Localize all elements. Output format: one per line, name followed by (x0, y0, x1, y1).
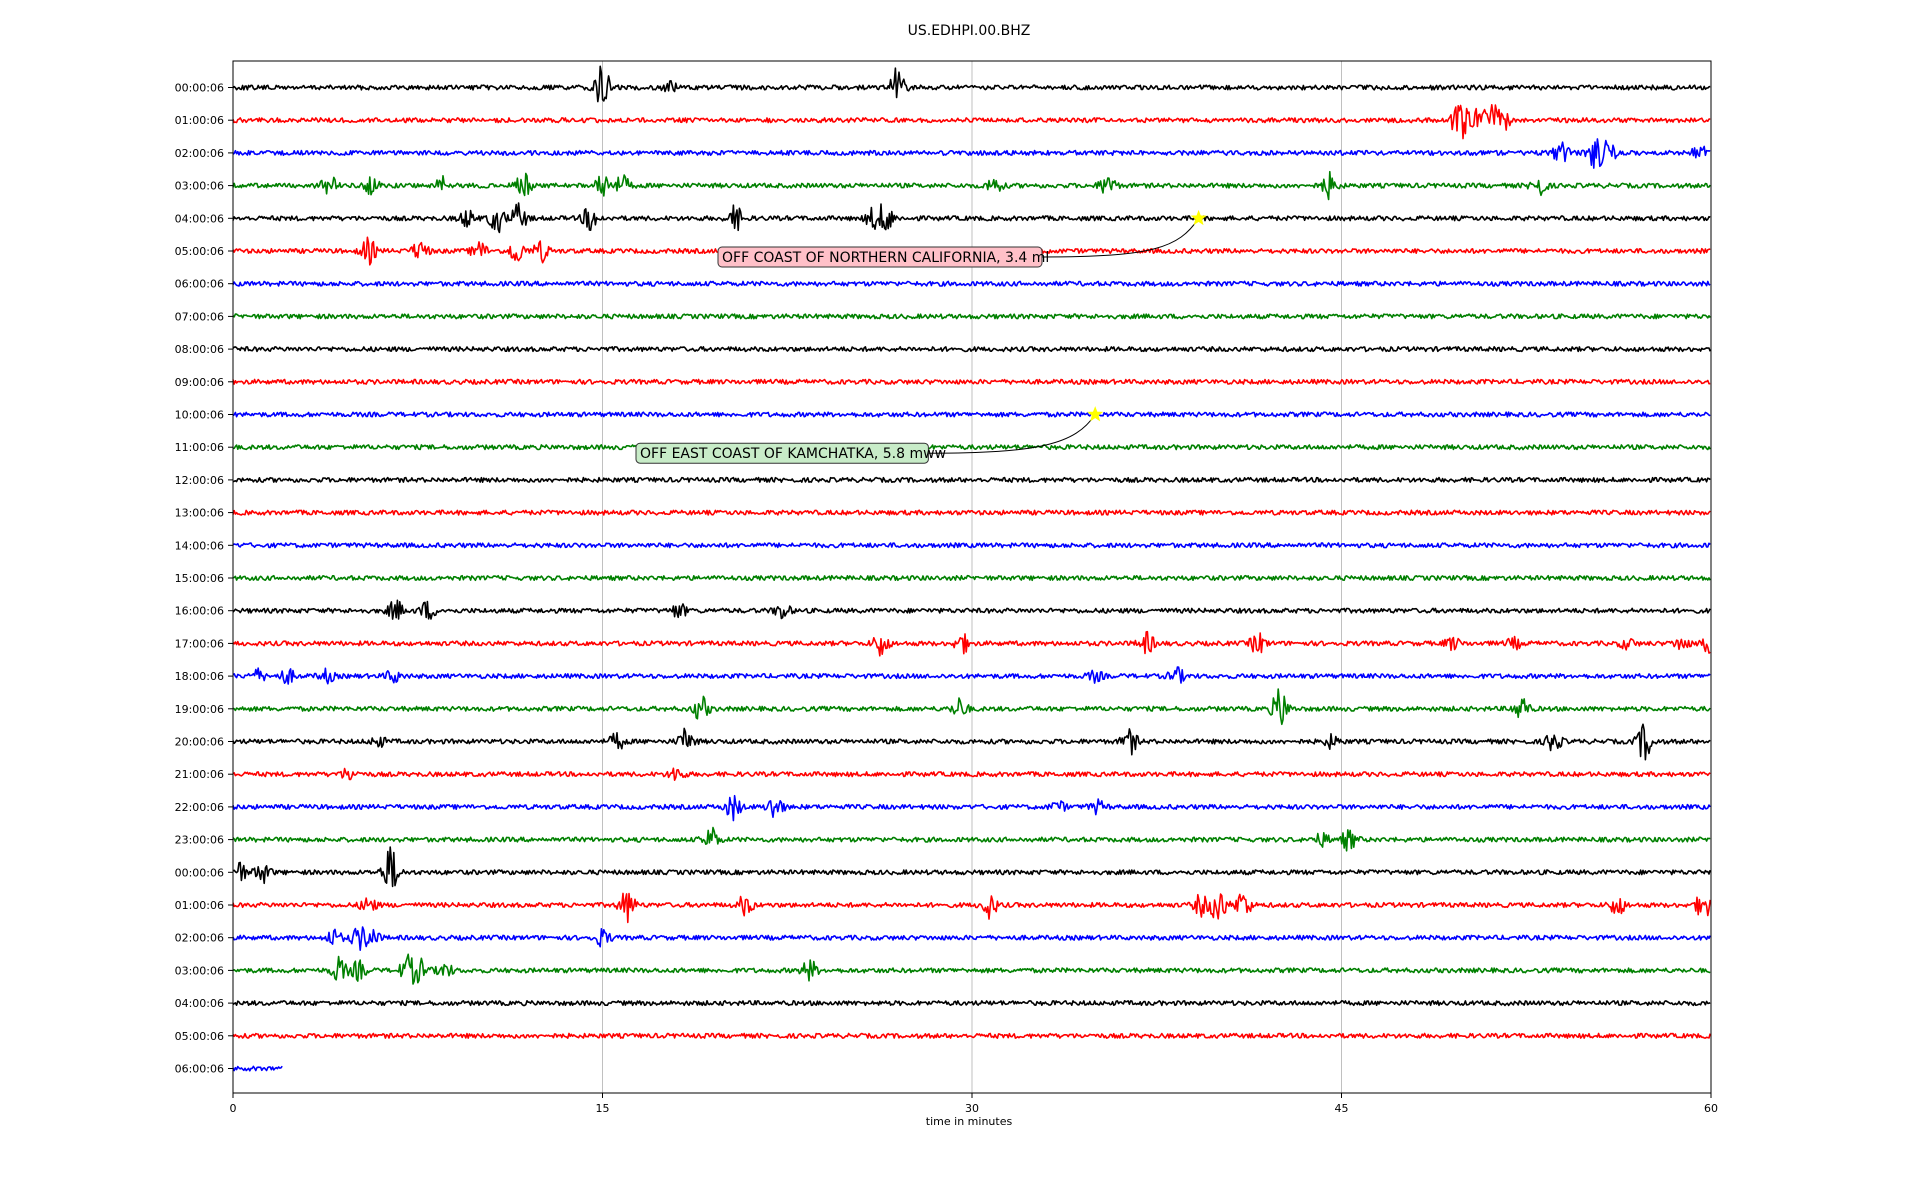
trace-row (232, 509, 1711, 516)
annotation-box (635, 442, 929, 464)
row-time-label: 05:00:06 (175, 1030, 224, 1043)
event-annotation: OFF COAST OF NORTHERN CALIFORNIA, 3.4 ml (717, 209, 1207, 268)
row-time-label: 03:00:06 (175, 964, 224, 977)
x-tick-label: 45 (1335, 1102, 1349, 1115)
seismogram-traces (232, 65, 1711, 1072)
trace-row (232, 138, 1711, 169)
plot-frame (232, 60, 1712, 1094)
trace-row (232, 688, 1711, 726)
trace-row (232, 65, 1711, 103)
chart-title: US.EDHPI.00.BHZ (908, 23, 1031, 39)
trace-row (232, 542, 1711, 549)
x-tick-label: 0 (230, 1102, 237, 1115)
row-time-label: 04:00:06 (175, 997, 224, 1010)
row-time-label: 06:00:06 (175, 1063, 224, 1076)
trace-row (232, 794, 1711, 822)
trace-row (232, 202, 1711, 234)
event-annotations: OFF COAST OF NORTHERN CALIFORNIA, 3.4 ml… (635, 209, 1207, 464)
row-time-label: 00:00:06 (175, 82, 224, 95)
trace-row (232, 846, 1711, 888)
row-time-label: 02:00:06 (175, 932, 224, 945)
event-star-icon (1087, 406, 1104, 422)
row-time-label: 03:00:06 (175, 180, 224, 193)
annotation-box (717, 246, 1043, 268)
row-time-label: 16:00:06 (175, 605, 224, 618)
annotation-label: OFF EAST COAST OF KAMCHATKA, 5.8 mww (640, 446, 946, 462)
trace-row (232, 1032, 1711, 1039)
row-time-label: 13:00:06 (175, 507, 224, 520)
x-tick-label: 30 (965, 1102, 979, 1115)
row-time-label: 11:00:06 (175, 441, 224, 454)
row-time-label: 22:00:06 (175, 801, 224, 814)
row-time-label: 12:00:06 (175, 474, 224, 487)
row-time-label: 04:00:06 (175, 212, 224, 225)
row-time-labels: 00:00:06 01:00:06 02:00:06 03:00:06 04:00:06… (175, 82, 233, 1076)
x-tick-label: 60 (1704, 1102, 1718, 1115)
x-axis-ticks: 0 15 30 45 60 (230, 1093, 1718, 1115)
row-time-label: 23:00:06 (175, 834, 224, 847)
trace-row (232, 826, 1711, 852)
row-time-label: 02:00:06 (175, 147, 224, 160)
row-time-label: 15:00:06 (175, 572, 224, 585)
row-time-label: 09:00:06 (175, 376, 224, 389)
row-time-label: 01:00:06 (175, 899, 224, 912)
trace-row (232, 345, 1711, 353)
trace-row (232, 1065, 283, 1072)
annotation-leader (928, 414, 1096, 454)
trace-row (232, 280, 1711, 287)
row-time-label: 21:00:06 (175, 768, 224, 781)
event-annotation: OFF EAST COAST OF KAMCHATKA, 5.8 mww (635, 406, 1104, 464)
trace-row (232, 953, 1711, 985)
trace-row (232, 723, 1711, 761)
row-time-label: 17:00:06 (175, 637, 224, 650)
x-axis-label: time in minutes (926, 1115, 1013, 1128)
trace-row (232, 170, 1711, 201)
trace-row (232, 378, 1711, 385)
trace-row (232, 574, 1711, 582)
row-time-label: 06:00:06 (175, 278, 224, 291)
row-time-label: 08:00:06 (175, 343, 224, 356)
row-time-label: 05:00:06 (175, 245, 224, 258)
row-time-label: 01:00:06 (175, 114, 224, 127)
row-time-label: 14:00:06 (175, 539, 224, 552)
trace-row (232, 892, 1711, 924)
row-time-label: 10:00:06 (175, 409, 224, 422)
trace-row (232, 926, 1711, 952)
row-time-label: 07:00:06 (175, 310, 224, 323)
trace-row (232, 999, 1711, 1007)
row-time-label: 19:00:06 (175, 703, 224, 716)
trace-row (232, 630, 1711, 657)
annotation-label: OFF COAST OF NORTHERN CALIFORNIA, 3.4 ml (722, 250, 1049, 266)
trace-row (232, 444, 1711, 451)
trace-row (232, 767, 1711, 782)
event-star-icon (1190, 209, 1207, 226)
row-time-label: 00:00:06 (175, 866, 224, 879)
trace-row (232, 599, 1711, 620)
trace-row (232, 476, 1711, 484)
trace-row (232, 104, 1711, 140)
trace-row (232, 411, 1711, 418)
row-time-label: 18:00:06 (175, 670, 224, 683)
annotation-leader (1041, 218, 1200, 258)
trace-row (232, 666, 1711, 685)
trace-row (232, 313, 1711, 320)
row-time-label: 20:00:06 (175, 736, 224, 749)
x-tick-label: 15 (596, 1102, 610, 1115)
